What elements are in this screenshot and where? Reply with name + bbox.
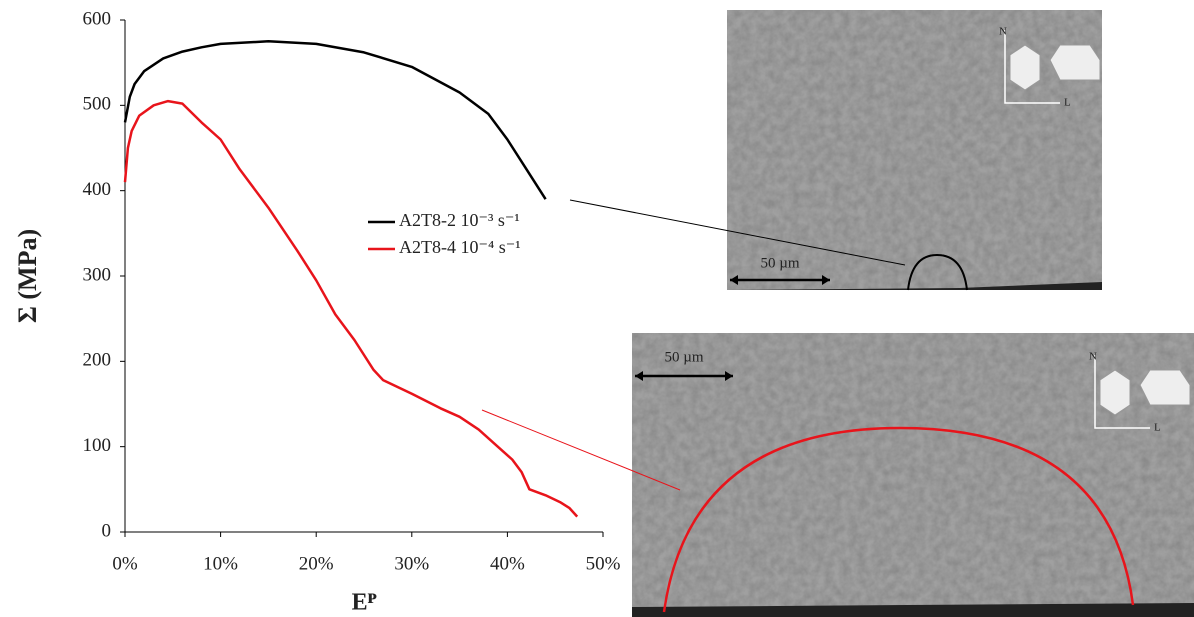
x-tick-label: 40%	[490, 553, 525, 574]
y-tick-label: 500	[83, 94, 112, 115]
x-tick-label: 0%	[112, 553, 138, 574]
y-tick-label: 300	[83, 264, 112, 285]
axis-letter: L	[1154, 422, 1161, 434]
scale-bar-label: 50 µm	[664, 349, 703, 365]
connector	[569, 199, 906, 266]
connector	[481, 409, 681, 491]
y-tick-label: 400	[83, 179, 112, 200]
series-line	[123, 40, 547, 200]
legend-label: A2T8-2 10⁻³ s⁻¹	[399, 210, 520, 230]
micrograph-bottom: 50 µm N L	[632, 333, 1194, 617]
x-tick-label: 20%	[299, 553, 334, 574]
y-axis-label: Σ (MPa)	[13, 229, 42, 323]
x-tick-label: 50%	[586, 553, 621, 574]
axis-letter: L	[1064, 97, 1071, 109]
x-axis-label: Eᴾ	[352, 590, 377, 616]
legend-label: A2T8-4 10⁻⁴ s⁻¹	[399, 237, 521, 257]
y-tick-label: 0	[102, 520, 112, 541]
scale-bar-label: 50 µm	[760, 255, 799, 271]
x-tick-label: 30%	[394, 553, 429, 574]
y-tick-label: 200	[83, 350, 112, 371]
series-line	[123, 99, 579, 518]
micrograph-top: 50 µm N L	[727, 10, 1102, 291]
axis-letter: N	[999, 26, 1007, 38]
y-tick-label: 100	[83, 435, 112, 456]
axis-letter: N	[1089, 351, 1097, 363]
x-tick-label: 10%	[203, 553, 238, 574]
y-tick-label: 600	[83, 8, 112, 29]
